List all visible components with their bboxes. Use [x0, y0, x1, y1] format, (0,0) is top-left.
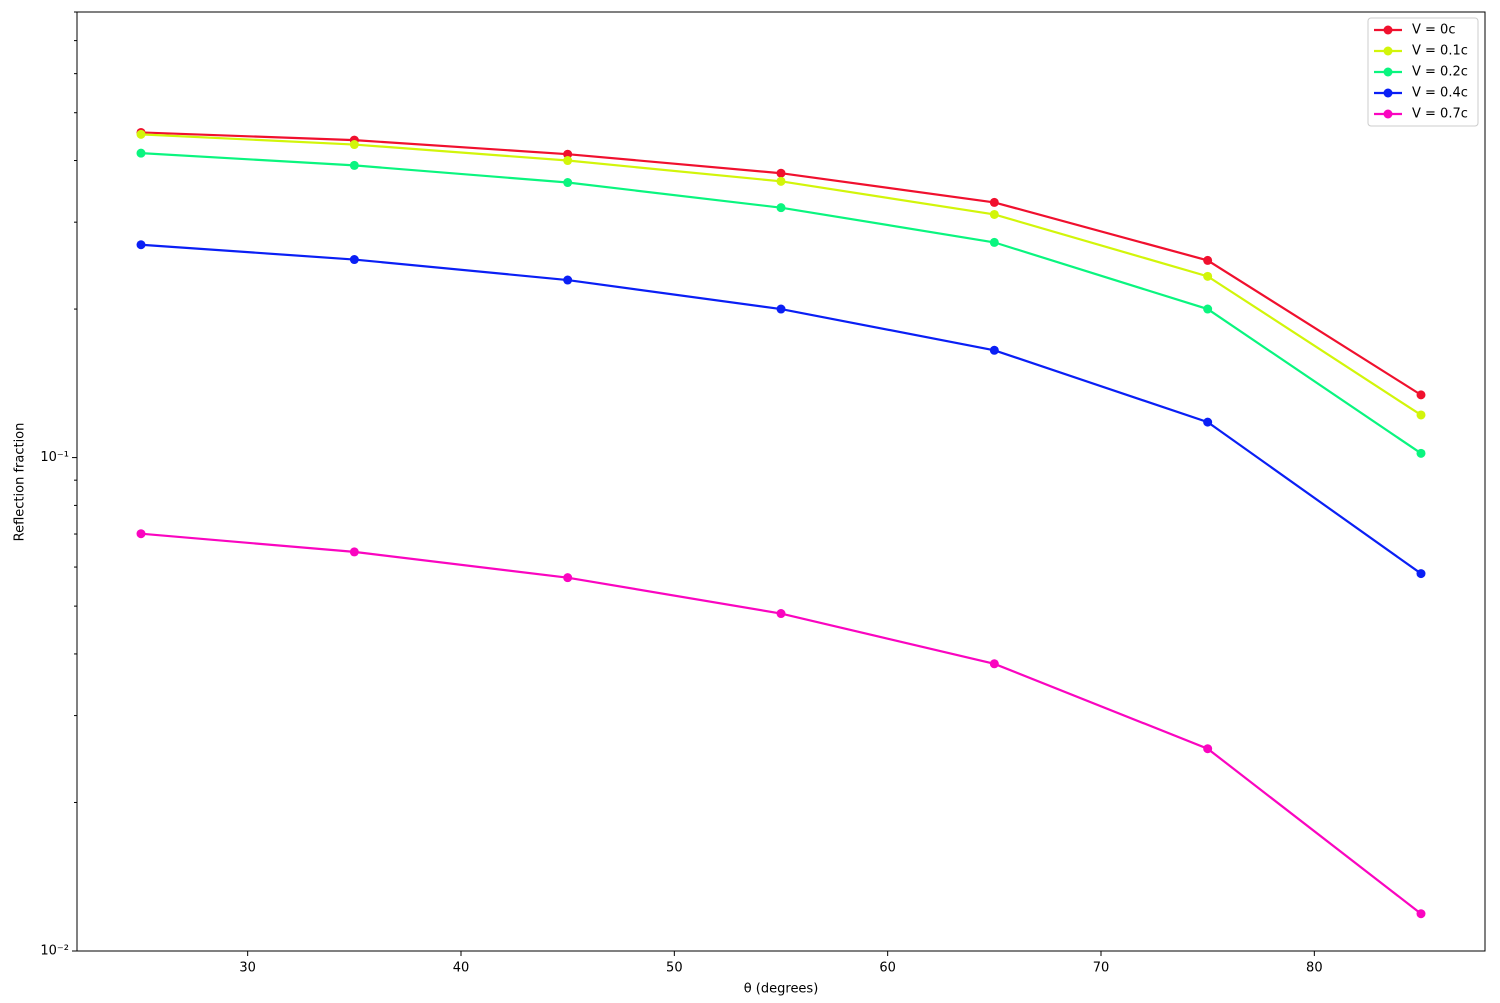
legend-label: V = 0.7c [1412, 107, 1468, 122]
legend: V = 0c V = 0.1c V = 0.2c V = 0.4c V = 0.7c [1367, 17, 1479, 127]
data-point [1203, 304, 1213, 314]
legend-marker [1383, 109, 1393, 119]
x-tick-label: 40 [453, 961, 470, 976]
x-axis-label: θ (degrees) [744, 982, 819, 997]
x-tick-label: 60 [879, 961, 896, 976]
x-tick-label: 80 [1306, 961, 1323, 976]
data-point [989, 237, 999, 247]
data-point [136, 529, 146, 539]
data-point [1416, 448, 1426, 458]
y-tick-label: 10⁻² [40, 944, 69, 959]
data-point [349, 547, 359, 557]
data-point [776, 168, 786, 178]
legend-label: V = 0c [1412, 23, 1455, 38]
legend-marker [1383, 46, 1393, 56]
legend-label: V = 0.4c [1412, 86, 1468, 101]
data-point [1416, 909, 1426, 919]
data-point [563, 156, 573, 166]
data-point [1416, 569, 1426, 579]
y-tick-label: 10⁻¹ [40, 450, 69, 465]
data-point [563, 573, 573, 583]
data-point [136, 148, 146, 158]
series-line [140, 152, 1422, 455]
legend-marker [1383, 25, 1393, 35]
legend-box [1367, 17, 1479, 127]
data-point [1203, 417, 1213, 427]
data-point [136, 240, 146, 250]
legend-label: V = 0.1c [1412, 44, 1468, 59]
legend-marker [1383, 88, 1393, 98]
data-point [136, 129, 146, 139]
data-point [776, 203, 786, 213]
data-point [989, 209, 999, 219]
x-tick-label: 50 [666, 961, 683, 976]
x-tick-label: 30 [239, 961, 256, 976]
data-point [349, 140, 359, 150]
legend-marker [1383, 67, 1393, 77]
data-point [989, 197, 999, 207]
series-line [140, 532, 1422, 915]
data-point [349, 255, 359, 265]
data-point [563, 149, 573, 159]
data-point [1203, 271, 1213, 281]
data-point [989, 659, 999, 669]
data-point [776, 176, 786, 186]
data-point [1416, 410, 1426, 420]
data-point [776, 609, 786, 619]
data-point [989, 345, 999, 355]
data-point [776, 304, 786, 314]
data-point [563, 178, 573, 188]
data-point [1203, 744, 1213, 754]
data-point [349, 160, 359, 170]
plot-frame [76, 11, 1486, 952]
data-point [1203, 255, 1213, 265]
legend-label: V = 0.2c [1412, 65, 1468, 80]
y-axis-label: Reflection fraction [13, 423, 28, 542]
data-point [563, 275, 573, 285]
data-point [1416, 390, 1426, 400]
series-line [140, 243, 1422, 575]
x-tick-label: 70 [1093, 961, 1110, 976]
